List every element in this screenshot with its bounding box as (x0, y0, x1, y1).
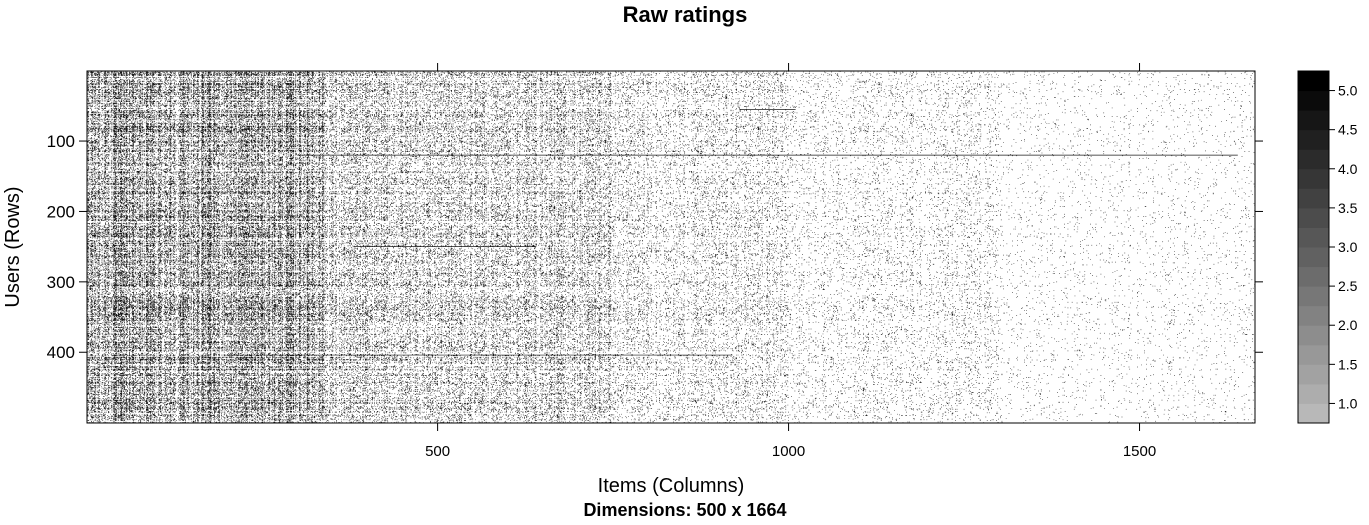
legend-color-band (1298, 227, 1329, 248)
plot-frame (86, 70, 1256, 424)
legend-color-band (1298, 71, 1329, 92)
legend-color-band (1298, 247, 1329, 268)
legend-color-band (1298, 207, 1329, 228)
legend-color-band (1298, 188, 1329, 209)
y-tick-label: 400 (47, 343, 75, 362)
y-tick-label: 300 (47, 273, 75, 292)
legend-color-band (1298, 129, 1329, 150)
legend-color-band (1298, 168, 1329, 189)
legend-color-band (1298, 403, 1329, 424)
x-axis-ticks: 500 1000 1500 (425, 63, 1156, 460)
legend-color-band (1298, 90, 1329, 111)
legend-color-band (1298, 325, 1329, 346)
legend-tick-label: 4.5 (1338, 122, 1358, 138)
x-tick-label: 1000 (772, 443, 805, 460)
legend-color-band (1298, 344, 1329, 365)
legend-tick-label: 4.0 (1338, 161, 1358, 177)
legend-color-band (1298, 305, 1329, 326)
y-tick-label: 100 (47, 132, 75, 151)
legend-tick-label: 3.5 (1338, 200, 1358, 216)
legend-color-band (1298, 364, 1329, 385)
x-tick-label: 1500 (1123, 443, 1156, 460)
legend-tick-label: 1.5 (1338, 356, 1358, 372)
legend-color-band (1298, 383, 1329, 404)
legend-tick-label: 1.0 (1338, 395, 1358, 411)
chart-title: Raw ratings (623, 2, 748, 27)
legend-color-band (1298, 266, 1329, 287)
x-tick-label: 500 (425, 443, 450, 460)
x-axis-label: Items (Columns) (598, 475, 745, 497)
legend-tick-label: 2.0 (1338, 317, 1358, 333)
heatmap-cells (87, 71, 1255, 423)
y-tick-label: 200 (47, 202, 75, 221)
legend-tick-label: 2.5 (1338, 278, 1358, 294)
legend-tick-label: 3.0 (1338, 239, 1358, 255)
y-axis-ticks: 100 200 300 400 (47, 132, 1263, 362)
rating-cells (87, 71, 1255, 423)
legend-tick-label: 5.0 (1338, 83, 1358, 99)
legend-color-band (1298, 149, 1329, 170)
legend-color-band (1298, 110, 1329, 131)
y-axis-label: Users (Rows) (2, 186, 24, 307)
color-legend: 1.0 1.5 2.0 2.5 3.0 3.5 4.0 4.5 5.0 (1297, 70, 1358, 424)
legend-color-band (1298, 286, 1329, 307)
chart-subtitle: Dimensions: 500 x 1664 (583, 500, 786, 520)
